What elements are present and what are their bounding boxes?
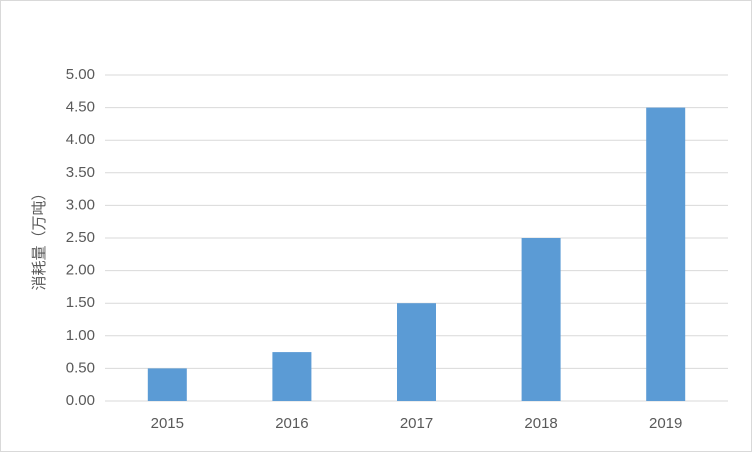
x-tick-label: 2018 xyxy=(524,415,557,432)
y-tick-label: 5.00 xyxy=(66,66,95,83)
bar xyxy=(147,368,187,401)
y-tick-label: 2.00 xyxy=(66,262,95,279)
y-tick-label: 3.00 xyxy=(66,196,95,213)
x-tick-label: 2016 xyxy=(275,415,308,432)
y-tick-label: 1.50 xyxy=(66,294,95,311)
y-tick-label: 4.50 xyxy=(66,99,95,116)
x-tick-label: 2015 xyxy=(151,415,184,432)
bar xyxy=(646,107,686,401)
y-tick-label: 0.50 xyxy=(66,359,95,376)
x-tick-label: 2019 xyxy=(649,415,682,432)
y-tick-label: 1.00 xyxy=(66,327,95,344)
y-axis-label: 消耗量（万吨） xyxy=(31,185,48,290)
y-tick-label: 2.50 xyxy=(66,229,95,246)
y-tick-label: 0.00 xyxy=(66,392,95,409)
bar xyxy=(397,303,436,401)
y-tick-label: 4.00 xyxy=(66,131,95,148)
bar xyxy=(272,352,312,401)
bar xyxy=(521,238,561,401)
y-tick-label: 3.50 xyxy=(66,164,95,181)
x-tick-label: 2017 xyxy=(400,415,433,432)
